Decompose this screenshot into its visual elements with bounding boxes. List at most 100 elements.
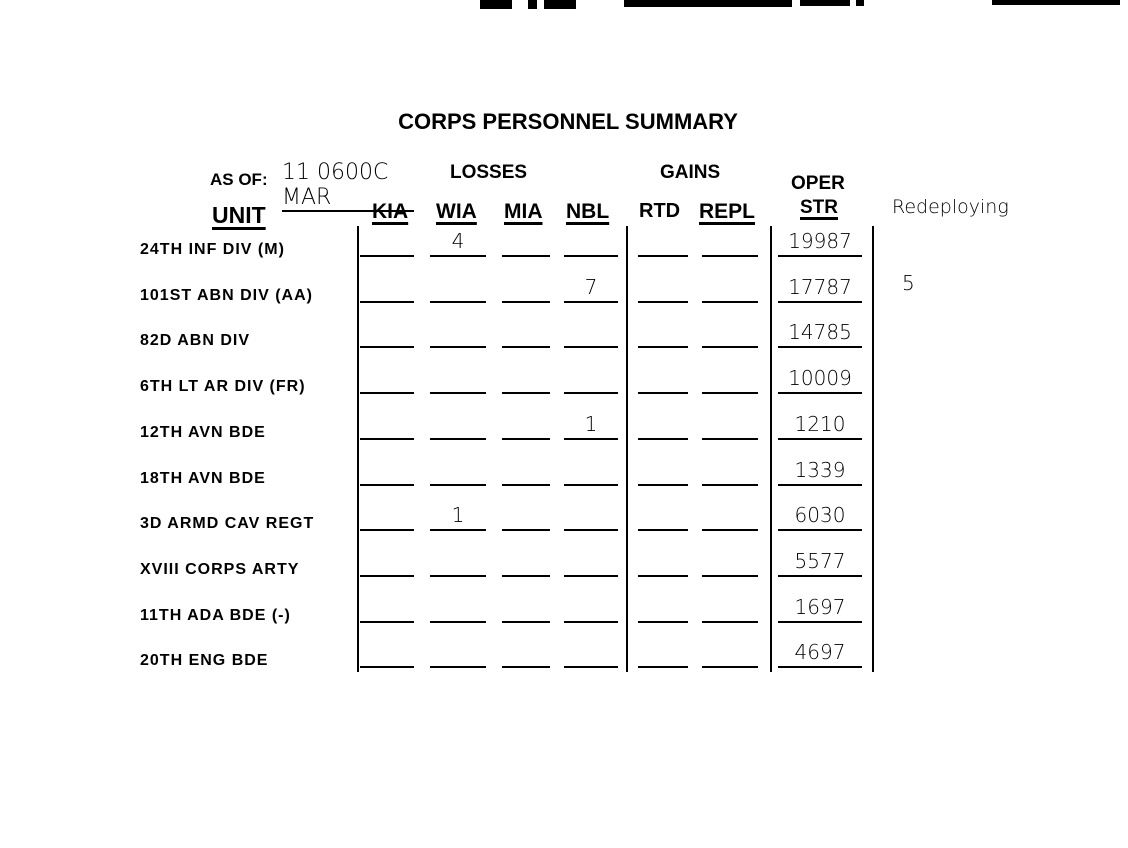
mia-entry-line [502, 529, 550, 532]
mia-entry-line [502, 620, 550, 623]
nbl-entry-line [564, 574, 618, 577]
mia-entry-line [502, 346, 550, 349]
as-of-value: 11 0600C MAR [282, 160, 414, 212]
mia-entry-line [502, 300, 550, 303]
repl-entry-line [702, 300, 758, 303]
table-border-left [357, 226, 359, 672]
nbl-value: 1 [584, 411, 598, 436]
scan-mark [992, 0, 1120, 5]
rtd-entry-line [638, 346, 688, 349]
oper-value: 1339 [794, 457, 846, 482]
oper-entry-line [778, 346, 862, 349]
nbl-entry-line [564, 255, 618, 257]
kia-entry-line [360, 483, 414, 486]
losses-header: LOSSES [450, 162, 528, 183]
oper-entry-line [778, 574, 862, 577]
nbl-entry-line [564, 620, 618, 623]
wia-entry-line [430, 392, 486, 395]
nbl-entry-line [564, 483, 618, 486]
rtd-entry-line [638, 300, 688, 303]
mia-entry-line [502, 666, 550, 669]
unit-name: 12TH AVN BDE [140, 423, 266, 441]
nbl-header: NBL [566, 200, 610, 223]
unit-name: 18TH AVN BDE [140, 469, 266, 487]
oper-header: OPER [791, 173, 845, 194]
oper-value: 1697 [794, 594, 846, 619]
scan-mark [544, 0, 576, 9]
kia-header: KIA [372, 200, 409, 223]
mia-entry-line [502, 574, 550, 577]
oper-entry-line [778, 529, 862, 532]
mia-entry-line [502, 255, 550, 257]
wia-entry-line [430, 346, 486, 349]
unit-name: 6TH LT AR DIV (FR) [140, 378, 306, 396]
oper-entry-line [778, 620, 862, 623]
oper-value: 17787 [788, 274, 852, 299]
rtd-header: RTD [639, 200, 681, 222]
repl-header: REPL [699, 200, 756, 223]
rtd-entry-line [638, 437, 688, 440]
unit-name: 20TH ENG BDE [140, 652, 269, 670]
scan-mark [480, 0, 512, 9]
nbl-entry-line [564, 392, 618, 395]
kia-entry-line [360, 574, 414, 577]
redeploying-value: 5 [902, 270, 915, 295]
kia-entry-line [360, 529, 414, 532]
rtd-entry-line [638, 666, 688, 669]
repl-entry-line [702, 392, 758, 395]
unit-header: UNIT [212, 202, 266, 228]
mia-entry-line [502, 483, 550, 486]
kia-entry-line [360, 255, 414, 257]
wia-value: 4 [451, 229, 465, 253]
rtd-entry-line [638, 620, 688, 623]
repl-entry-line [702, 666, 758, 669]
unit-name: XVIII CORPS ARTY [140, 560, 300, 578]
rtd-entry-line [638, 392, 688, 395]
as-of-label: AS OF: [210, 170, 268, 189]
nbl-entry-line [564, 529, 618, 532]
wia-value: 1 [451, 503, 465, 528]
unit-name: 101ST ABN DIV (AA) [140, 286, 313, 304]
wia-entry-line [430, 300, 486, 303]
wia-entry-line [430, 666, 486, 669]
oper-value: 4697 [794, 640, 846, 665]
oper-value: 14785 [788, 320, 852, 345]
repl-entry-line [702, 620, 758, 623]
scan-mark [624, 0, 792, 7]
rtd-entry-line [638, 574, 688, 577]
unit-name: 11TH ADA BDE (-) [140, 606, 291, 624]
oper-value: 6030 [794, 503, 846, 528]
unit-name: 3D ARMD CAV REGT [140, 515, 315, 533]
wia-header: WIA [436, 200, 477, 223]
mia-entry-line [502, 437, 550, 440]
kia-entry-line [360, 666, 414, 669]
kia-entry-line [360, 620, 414, 623]
repl-entry-line [702, 346, 758, 349]
oper-value: 10009 [788, 366, 852, 391]
unit-name: 82D ABN DIV [140, 332, 250, 350]
wia-entry-line [430, 620, 486, 623]
nbl-entry-line [564, 300, 618, 303]
gains-header: GAINS [660, 162, 721, 183]
scan-mark [528, 0, 537, 9]
oper-value: 1210 [794, 411, 846, 436]
mia-header: MIA [504, 200, 543, 223]
oper-entry-line [778, 392, 862, 395]
nbl-entry-line [564, 666, 618, 669]
oper-value: 5577 [794, 548, 846, 573]
table-divider-gains [626, 226, 628, 672]
repl-entry-line [702, 255, 758, 257]
oper-entry-line [778, 437, 862, 440]
wia-entry-line [430, 255, 486, 257]
rtd-entry-line [638, 529, 688, 532]
redeploying-header: Redeploying [892, 196, 1009, 218]
wia-entry-line [430, 483, 486, 486]
kia-entry-line [360, 437, 414, 440]
oper-entry-line [778, 483, 862, 486]
oper-entry-line [778, 300, 862, 303]
scan-mark [800, 0, 850, 6]
repl-entry-line [702, 483, 758, 486]
wia-entry-line [430, 574, 486, 577]
str-header: STR [800, 197, 838, 218]
rtd-entry-line [638, 255, 688, 257]
